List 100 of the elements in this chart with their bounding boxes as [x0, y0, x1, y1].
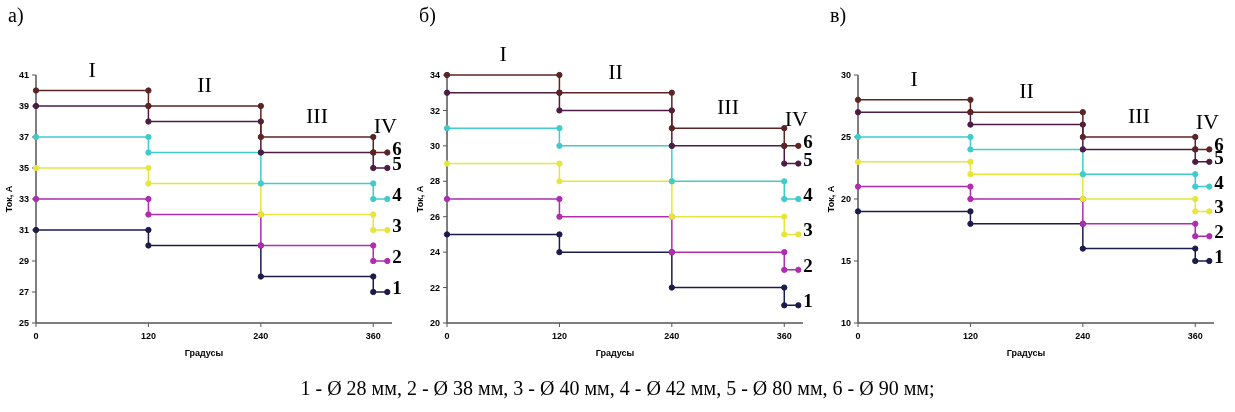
- chart-title: б): [419, 4, 436, 27]
- series-label: 2: [392, 246, 402, 267]
- point: [781, 178, 788, 185]
- x-tick-label: 240: [1075, 331, 1091, 341]
- series-label: 3: [392, 215, 402, 236]
- point: [1192, 158, 1199, 165]
- y-axis-title: Ток, А: [4, 185, 14, 213]
- series-label: 3: [803, 219, 813, 241]
- point: [967, 146, 974, 153]
- point: [781, 231, 788, 238]
- y-tick-label: 32: [429, 105, 440, 116]
- annotation: I: [910, 65, 918, 91]
- y-tick-label: 26: [429, 211, 440, 222]
- point: [795, 195, 802, 203]
- point: [145, 242, 152, 249]
- series-label: 3: [1214, 196, 1224, 218]
- x-tick-label: 0: [444, 331, 450, 341]
- point: [443, 231, 451, 238]
- point: [1206, 208, 1213, 215]
- point: [556, 107, 563, 114]
- y-tick-label: 15: [840, 256, 851, 267]
- y-tick-label: 20: [429, 318, 440, 329]
- point: [1206, 146, 1213, 153]
- point: [556, 231, 563, 238]
- point: [668, 125, 675, 132]
- point: [781, 302, 788, 309]
- y-tick-label: 28: [429, 176, 440, 187]
- point: [1206, 183, 1213, 190]
- point: [145, 133, 152, 141]
- point: [145, 180, 152, 187]
- annotation: III: [306, 103, 329, 128]
- point: [443, 160, 451, 167]
- chart-title: в): [830, 4, 847, 27]
- x-tick-label: 0: [855, 331, 861, 341]
- point: [384, 226, 391, 234]
- point: [384, 149, 391, 156]
- point: [556, 71, 563, 79]
- y-tick-label: 25: [18, 318, 29, 329]
- y-tick-label: 41: [18, 70, 29, 81]
- point: [781, 125, 788, 132]
- annotation: III: [1128, 103, 1151, 128]
- annotation: II: [1019, 78, 1034, 104]
- point: [795, 160, 802, 167]
- point: [781, 213, 788, 220]
- point: [1079, 109, 1086, 116]
- x-axis-title: Градусы: [595, 348, 635, 358]
- point: [967, 121, 974, 128]
- point: [795, 231, 802, 238]
- point: [370, 133, 377, 141]
- point: [257, 133, 264, 141]
- y-tick-label: 24: [429, 247, 440, 258]
- point: [443, 125, 451, 132]
- annotation: II: [608, 58, 623, 84]
- point: [145, 226, 152, 234]
- y-tick-label: 27: [18, 287, 29, 298]
- point: [556, 125, 563, 132]
- point: [556, 195, 563, 203]
- y-tick-label: 29: [18, 256, 29, 267]
- point: [384, 195, 391, 203]
- series-label: 4: [392, 184, 403, 205]
- y-tick-label: 20: [840, 194, 851, 205]
- point: [370, 273, 377, 280]
- point: [370, 180, 377, 187]
- text: 1 - Ø 28 мм, 2 - Ø 38 мм, 3 - Ø 40 мм, 4 - Ø 42 мм, 5 - Ø 80 мм, 6 - Ø 90 мм;: [300, 377, 935, 399]
- annotation: II: [197, 72, 212, 97]
- point: [781, 160, 788, 167]
- point: [1079, 245, 1086, 252]
- point: [854, 158, 862, 165]
- point: [257, 273, 264, 280]
- point: [854, 208, 862, 215]
- point: [795, 266, 802, 273]
- x-axis-title: Градусы: [1006, 348, 1046, 358]
- y-tick-label: 37: [18, 132, 29, 143]
- x-tick-label: 240: [664, 331, 680, 341]
- point: [781, 249, 788, 256]
- point: [145, 195, 152, 203]
- x-tick-label: 120: [140, 331, 156, 341]
- point: [1192, 233, 1199, 240]
- point: [370, 211, 377, 218]
- point: [967, 208, 974, 215]
- point: [795, 302, 802, 309]
- y-tick-label: 25: [840, 132, 851, 143]
- text: I: [499, 41, 507, 66]
- point: [967, 220, 974, 227]
- point: [1206, 233, 1213, 240]
- y-tick-label: 10: [840, 318, 851, 329]
- series-label: 2: [1214, 221, 1224, 243]
- point: [556, 178, 563, 185]
- series-label: 1: [392, 277, 402, 298]
- y-axis-title: Ток, А: [415, 185, 425, 213]
- y-tick-label: 34: [429, 70, 440, 81]
- y-tick-label: 31: [18, 225, 29, 236]
- point: [781, 266, 788, 273]
- y-tick-label: 39: [18, 101, 29, 112]
- point: [967, 183, 974, 190]
- point: [1192, 133, 1199, 141]
- point: [556, 160, 563, 167]
- y-tick-label: 30: [840, 70, 851, 81]
- point: [556, 249, 563, 256]
- annotation: IV: [1195, 109, 1219, 135]
